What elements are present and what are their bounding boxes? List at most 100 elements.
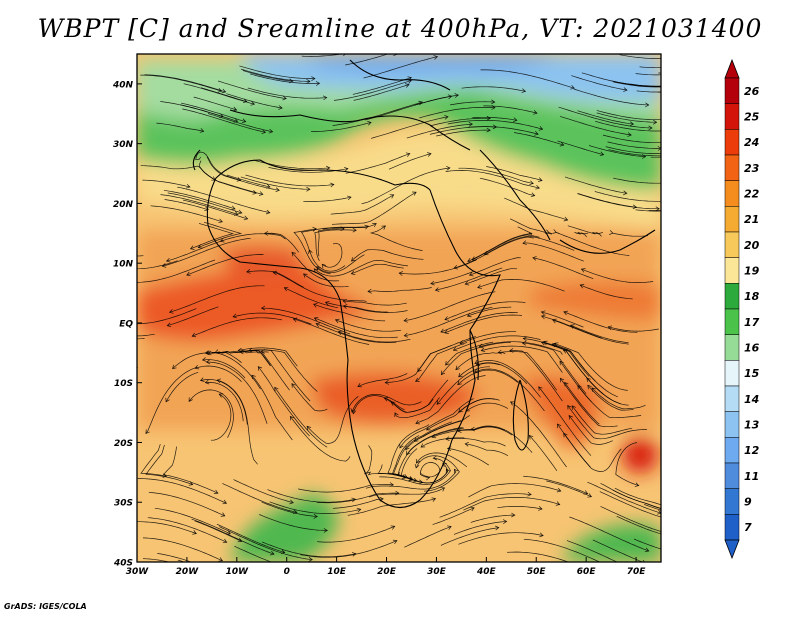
- streamline-arrow: [313, 514, 318, 519]
- streamline: [361, 167, 450, 205]
- streamline: [658, 72, 661, 74]
- streamline-arrow: [214, 349, 219, 354]
- colorbar-swatch: [724, 180, 740, 207]
- streamline: [370, 116, 449, 139]
- streamline: [419, 107, 496, 119]
- streamline-arrow: [252, 190, 257, 195]
- streamline-arrow: [351, 409, 357, 415]
- streamline-arrow: [289, 499, 294, 505]
- streamline: [367, 287, 432, 292]
- streamline: [290, 416, 351, 462]
- colorbar-swatch: [724, 154, 740, 181]
- streamline: [559, 361, 592, 402]
- streamline-arrow: [291, 251, 296, 257]
- streamline-arrow: [673, 199, 677, 203]
- streamline: [467, 226, 533, 262]
- streamline-arrow: [511, 512, 516, 518]
- lon-tick-label: 10W: [226, 567, 250, 577]
- streamline: [200, 379, 248, 425]
- lon-tick-label: 20E: [377, 567, 397, 577]
- streamline: [605, 146, 661, 154]
- streamline: [147, 517, 227, 543]
- streamline-arrow: [248, 347, 253, 353]
- streamline: [218, 80, 287, 99]
- streamline-arrow: [398, 271, 403, 276]
- colorbar-swatch: [724, 385, 740, 412]
- streamline-arrow: [218, 557, 224, 562]
- streamline-arrow: [337, 330, 343, 336]
- streamline: [538, 386, 592, 456]
- streamline: [560, 378, 618, 428]
- temperature-field: [137, 54, 661, 562]
- streamline-arrow: [343, 166, 349, 172]
- streamline: [393, 54, 400, 56]
- streamline: [613, 177, 661, 184]
- streamline-arrow: [436, 400, 442, 405]
- streamline: [207, 113, 273, 133]
- colorbar-label: 21: [744, 213, 759, 226]
- streamline: [432, 507, 475, 525]
- streamline: [469, 257, 521, 276]
- streamline-arrow: [418, 100, 423, 106]
- streamline: [261, 501, 318, 517]
- streamline: [313, 260, 408, 277]
- streamline-arrow: [204, 206, 209, 212]
- streamline-arrow: [663, 141, 667, 145]
- streamline: [440, 312, 518, 333]
- streamline-arrow: [570, 84, 575, 90]
- streamline: [226, 93, 283, 109]
- streamline: [333, 80, 412, 101]
- streamline: [317, 228, 345, 257]
- streamline-arrow: [629, 121, 635, 127]
- streamline-arrow: [567, 404, 572, 410]
- streamline-arrow: [342, 298, 347, 304]
- streamline-arrow: [564, 381, 569, 387]
- streamline: [193, 96, 237, 111]
- streamline-arrow: [477, 284, 482, 289]
- streamline: [342, 300, 407, 306]
- streamline: [650, 156, 661, 158]
- streamline-arrow: [540, 340, 546, 346]
- streamline: [429, 126, 497, 135]
- streamline: [363, 56, 438, 79]
- streamline-arrow: [308, 249, 313, 254]
- streamline-arrow: [321, 263, 327, 269]
- lat-tick-label: 40S: [113, 559, 133, 569]
- streamline-arrow: [431, 497, 437, 502]
- streamline: [205, 382, 244, 422]
- streamline-arrow: [453, 468, 459, 474]
- streamline: [179, 104, 224, 117]
- streamline: [552, 343, 618, 398]
- streamlines: [137, 54, 706, 562]
- streamline-arrow: [702, 66, 706, 70]
- streamline-arrow: [587, 493, 593, 498]
- streamline-arrow: [357, 383, 362, 388]
- streamline-arrow: [172, 364, 177, 370]
- streamline: [415, 455, 460, 492]
- streamline-arrow: [609, 230, 614, 235]
- streamline-arrow: [586, 377, 591, 382]
- streamline: [465, 268, 518, 285]
- colorbar-swatch: [724, 77, 740, 104]
- streamline-arrow: [390, 401, 396, 406]
- streamline-arrow: [243, 215, 249, 221]
- streamline-arrow: [185, 183, 191, 189]
- streamline-arrow: [559, 141, 565, 147]
- streamline: [183, 83, 255, 105]
- streamline-arrow: [502, 519, 508, 524]
- streamline-arrow: [367, 288, 372, 294]
- streamline-arrow: [491, 105, 496, 110]
- streamline-arrow: [464, 441, 469, 447]
- streamline-arrow: [540, 310, 546, 316]
- streamline: [586, 377, 629, 406]
- streamline-arrow: [269, 550, 275, 556]
- streamline-arrow: [232, 106, 238, 112]
- streamline: [486, 166, 543, 181]
- streamline-arrow: [686, 179, 690, 183]
- lon-tick-label: 40E: [476, 567, 497, 577]
- streamline-arrow: [145, 429, 150, 434]
- streamline-arrow: [278, 105, 283, 110]
- streamline: [587, 481, 661, 514]
- streamline: [251, 374, 293, 441]
- streamline-arrow: [553, 342, 559, 347]
